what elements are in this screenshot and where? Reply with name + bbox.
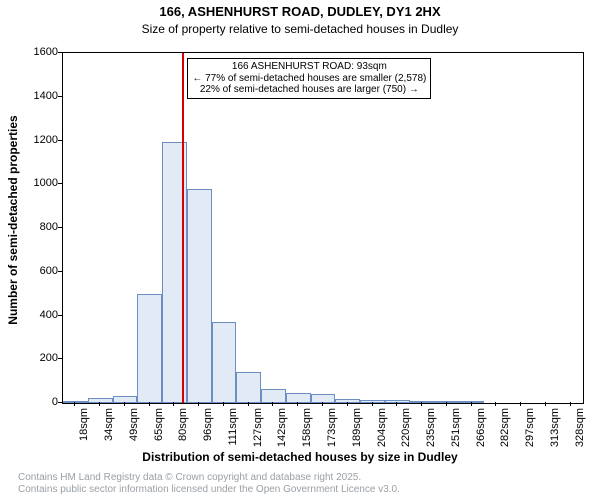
histogram-bar (360, 400, 385, 403)
x-tick-label: 189sqm (351, 408, 363, 447)
x-tick-label: 173sqm (326, 408, 338, 447)
x-tick-label: 142sqm (276, 408, 288, 447)
y-tick-label: 1600 (18, 46, 58, 58)
chart-title: 166, ASHENHURST ROAD, DUDLEY, DY1 2HX (0, 4, 600, 19)
x-tick-label: 204sqm (376, 408, 388, 447)
y-tick-label: 1000 (18, 177, 58, 189)
x-tick-label: 328sqm (574, 408, 586, 447)
histogram-bar (261, 389, 286, 403)
credits-line2: Contains public sector information licen… (18, 484, 400, 496)
x-tick-label: 127sqm (252, 408, 264, 447)
y-tick-label: 200 (18, 352, 58, 364)
x-tick-label: 111sqm (227, 408, 239, 446)
credits-line1: Contains HM Land Registry data © Crown c… (18, 472, 400, 484)
histogram-bar (459, 401, 484, 403)
y-axis-label: Number of semi-detached properties (6, 115, 20, 324)
y-tick-label: 1400 (18, 90, 58, 102)
chart-subtitle: Size of property relative to semi-detach… (0, 22, 600, 36)
x-tick-label: 220sqm (400, 408, 412, 447)
y-tick-label: 600 (18, 265, 58, 277)
y-tick-label: 0 (18, 396, 58, 408)
marker-annotation: 166 ASHENHURST ROAD: 93sqm← 77% of semi-… (187, 58, 431, 99)
x-axis-label: Distribution of semi-detached houses by … (0, 450, 600, 464)
credits: Contains HM Land Registry data © Crown c… (18, 472, 400, 496)
x-tick-label: 158sqm (301, 408, 313, 447)
histogram-bar (137, 294, 162, 403)
annotation-line2: ← 77% of semi-detached houses are smalle… (192, 73, 426, 85)
histogram-bar (63, 401, 88, 403)
x-tick-label: 313sqm (549, 408, 561, 447)
annotation-line3: 22% of semi-detached houses are larger (… (192, 84, 426, 96)
histogram-bar (187, 189, 212, 403)
x-tick-label: 266sqm (475, 408, 487, 447)
property-marker-line (182, 53, 184, 403)
x-tick-label: 65sqm (153, 408, 165, 441)
x-tick-label: 235sqm (425, 408, 437, 447)
histogram-bar (113, 396, 138, 403)
x-tick-label: 251sqm (450, 408, 462, 447)
x-tick-label: 282sqm (499, 408, 511, 447)
y-tick-label: 800 (18, 221, 58, 233)
histogram-bar (434, 401, 459, 403)
plot-area (62, 52, 584, 404)
x-tick-label: 297sqm (524, 408, 536, 447)
x-tick-label: 34sqm (103, 408, 115, 441)
x-tick-label: 49sqm (128, 408, 140, 441)
x-tick-label: 80sqm (177, 408, 189, 441)
histogram-bar (212, 322, 237, 403)
x-tick-label: 96sqm (202, 408, 214, 441)
x-tick-label: 18sqm (78, 408, 90, 441)
histogram-bar (236, 372, 261, 403)
y-tick-label: 1200 (18, 134, 58, 146)
annotation-line1: 166 ASHENHURST ROAD: 93sqm (192, 61, 426, 73)
y-tick-label: 400 (18, 309, 58, 321)
chart-container: 166, ASHENHURST ROAD, DUDLEY, DY1 2HX Si… (0, 0, 600, 500)
histogram-bar (335, 399, 360, 403)
